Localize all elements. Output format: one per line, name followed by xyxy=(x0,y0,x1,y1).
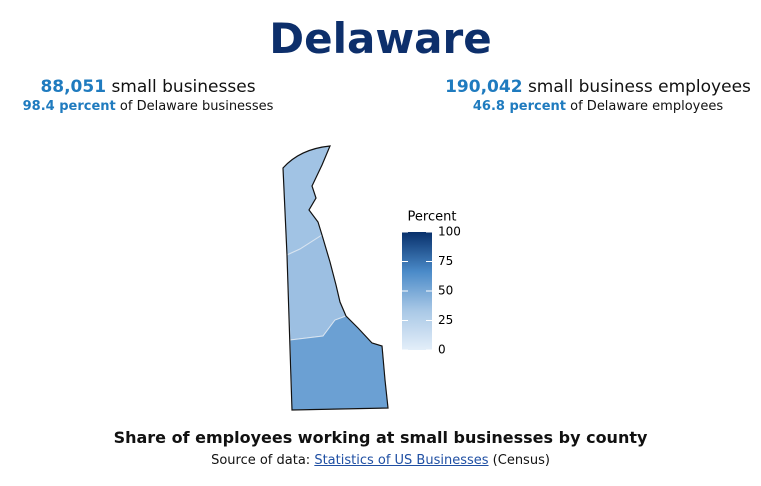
title: Delaware xyxy=(269,14,492,63)
state-outline xyxy=(282,145,389,411)
stat-count: 190,042 xyxy=(445,77,523,97)
stat-block: 88,051 small businesses 98.4 percent of … xyxy=(0,76,313,116)
stat-label: small business employees xyxy=(527,77,751,97)
legend-title: Percent xyxy=(408,210,457,225)
legend-tick-label: 75 xyxy=(438,254,453,268)
legend-tick-label: 50 xyxy=(438,284,453,298)
stat-percent: 98.4 percent xyxy=(22,99,116,114)
source-suffix: (Census) xyxy=(492,453,550,468)
stat-label: of Delaware employees xyxy=(570,99,724,114)
source-link[interactable]: Statistics of US Businesses xyxy=(314,453,489,468)
legend-tick-label: 0 xyxy=(438,343,446,357)
stat-label: of Delaware businesses xyxy=(119,99,274,114)
stat-percent: 46.8 percent xyxy=(472,99,566,114)
stat-label: small businesses xyxy=(111,77,256,97)
stat-block: 190,042 small business employees 46.8 pe… xyxy=(433,76,761,116)
source-prefix: Source of data: xyxy=(211,453,311,468)
caption: Share of employees working at small busi… xyxy=(113,428,648,447)
source: Source of data: Statistics of US Busines… xyxy=(0,453,761,468)
legend-tick-label: 25 xyxy=(438,313,453,327)
legend-tick-label: 100 xyxy=(438,225,461,239)
stat-count: 88,051 xyxy=(40,77,107,97)
